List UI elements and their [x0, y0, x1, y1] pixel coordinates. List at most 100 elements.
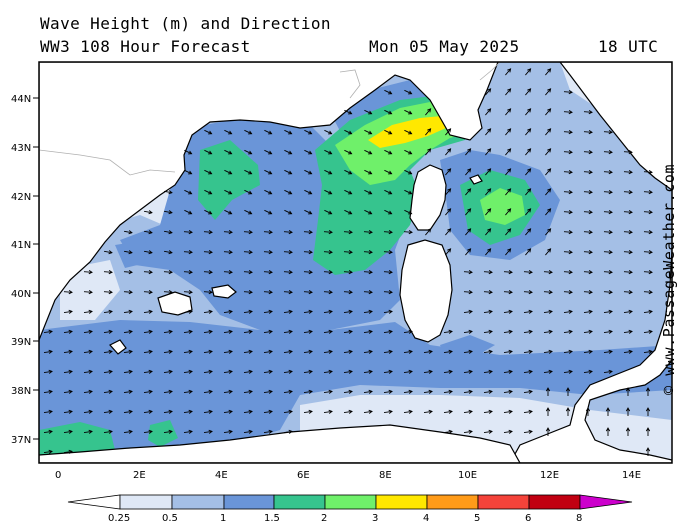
longitude-labels: 0 2E 4E 6E 8E 10E 12E 14E [55, 470, 641, 481]
wave-direction-arrow [645, 447, 651, 456]
wave-direction-arrow [184, 209, 193, 215]
wave-direction-arrow [103, 290, 113, 295]
wave-direction-arrow [324, 169, 333, 175]
legend-label: 5 [474, 513, 480, 524]
wave-direction-arrow [485, 128, 492, 136]
lat-label: 41N [11, 240, 31, 251]
wave-direction-arrow [223, 329, 233, 334]
wave-direction-arrow [403, 409, 413, 414]
wave-direction-arrow [503, 429, 513, 434]
wave-direction-arrow [183, 369, 193, 374]
wave-direction-arrow [623, 250, 633, 255]
legend-swatch [171, 494, 225, 510]
wave-direction-arrow [284, 169, 293, 175]
wave-direction-arrow [63, 369, 73, 374]
wave-direction-arrow [183, 290, 193, 295]
legend-label: 1 [220, 513, 226, 524]
wave-direction-arrow [585, 407, 591, 416]
wave-direction-arrow [363, 290, 373, 295]
wave-direction-arrow [243, 349, 253, 354]
wave-direction-arrow [243, 250, 253, 255]
land-africa [39, 424, 521, 463]
wave-direction-arrow [443, 329, 453, 334]
wave-direction-arrow [264, 129, 273, 135]
wave-direction-arrow [383, 349, 393, 354]
wave-direction-arrow [143, 329, 153, 334]
wave-direction-arrow [224, 129, 233, 135]
copyright-text[interactable]: © www.PassageWeather.com [660, 163, 678, 395]
wave-direction-arrow [485, 188, 492, 196]
wave-direction-arrow [525, 128, 532, 136]
legend-swatch [477, 494, 530, 510]
wave-direction-arrow [224, 189, 233, 195]
wave-direction-arrow [563, 369, 573, 374]
wave-direction-arrow [425, 128, 432, 136]
wave-direction-arrow [104, 250, 113, 255]
wave-direction-arrow [525, 228, 532, 236]
wave-direction-arrow [643, 309, 653, 314]
wave-direction-arrow [343, 389, 353, 394]
island-elba [469, 174, 483, 185]
legend-label: 3 [372, 513, 378, 524]
wave-direction-arrow [543, 309, 553, 314]
wave-direction-arrow [284, 149, 293, 155]
wave-direction-arrow [483, 389, 493, 394]
wave-direction-arrow [364, 169, 373, 175]
wave-direction-arrow [605, 407, 611, 416]
wave-direction-arrow [563, 210, 573, 215]
wave-direction-arrow [183, 270, 193, 275]
wave-direction-arrow [303, 369, 313, 374]
wave-direction-arrow [445, 128, 452, 136]
lon-label: 10E [458, 470, 477, 481]
wave-direction-arrow [224, 149, 233, 155]
wave-direction-arrow [143, 429, 153, 434]
wave-direction-arrow [83, 429, 93, 434]
wave-direction-arrow [463, 429, 473, 434]
wave-direction-arrow [625, 427, 631, 436]
legend-high-cap [579, 494, 633, 510]
wave-direction-arrow [545, 248, 552, 256]
wave-direction-arrow [563, 170, 573, 175]
wave-direction-arrow [523, 309, 533, 314]
wave-direction-arrow [343, 409, 353, 414]
wave-direction-arrow [204, 209, 213, 215]
wave-direction-arrow [465, 188, 472, 196]
wave-direction-arrow [505, 68, 512, 76]
wave-direction-arrow [643, 250, 653, 255]
wave-direction-arrow [243, 290, 253, 295]
wave-direction-arrow [443, 389, 453, 394]
legend-label: 0.25 [108, 513, 130, 524]
wave-direction-arrow [603, 130, 613, 135]
wave-direction-arrow [505, 228, 512, 236]
wave-direction-arrow [123, 409, 133, 414]
wave-direction-arrow [63, 449, 73, 454]
wave-direction-arrow [244, 209, 253, 215]
wave-direction-arrow [603, 270, 613, 275]
wave-direction-arrow [483, 429, 493, 434]
wave-direction-arrow [485, 208, 492, 216]
latitude-labels: 44N 43N 42N 41N 40N 39N 38N 37N [11, 94, 31, 446]
wave-direction-arrow [603, 309, 613, 314]
wave-direction-arrow [43, 329, 53, 334]
wave-direction-arrow [425, 108, 432, 116]
wave-direction-arrow [323, 409, 333, 414]
legend-swatch [528, 494, 581, 510]
wave-direction-arrow [503, 409, 513, 414]
wave-direction-arrow [263, 270, 273, 275]
wave-direction-arrow [203, 230, 213, 235]
lat-label: 38N [11, 386, 31, 397]
wave-direction-arrow [144, 210, 153, 215]
wave-direction-arrow [563, 290, 573, 295]
wave-direction-arrow [404, 149, 413, 155]
legend-swatch [426, 494, 479, 510]
wave-direction-arrow [63, 329, 73, 334]
wave-direction-arrow [523, 409, 533, 414]
wave-direction-arrow [503, 389, 513, 394]
wave-direction-arrow [43, 389, 53, 394]
wave-direction-arrow [445, 208, 452, 216]
wave-direction-arrow [103, 309, 113, 314]
wave-direction-arrow [264, 189, 273, 195]
wave-direction-arrow [443, 349, 453, 354]
wave-direction-arrow [283, 389, 293, 394]
wave-direction-arrow [283, 369, 293, 374]
